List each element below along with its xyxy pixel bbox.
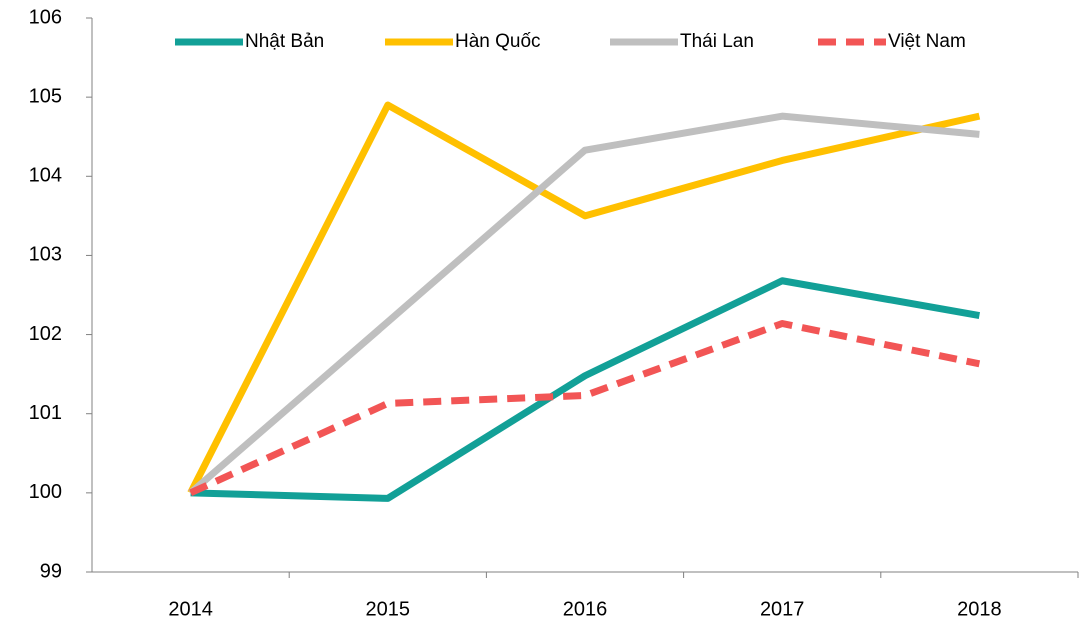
series-line: [189, 319, 981, 497]
legend-label: Hàn Quốc: [455, 31, 541, 52]
x-tick-label: 2018: [957, 598, 1002, 620]
y-tick-label: 100: [29, 481, 62, 503]
x-tick-label: 2014: [168, 598, 213, 620]
y-tick-label: 104: [29, 165, 62, 187]
x-tick-label: 2016: [563, 598, 608, 620]
legend-label: Nhật Bản: [245, 31, 324, 52]
y-tick-label: 103: [29, 244, 62, 266]
series-line: [188, 112, 980, 496]
x-tick-label: 2017: [760, 598, 805, 620]
legend: Nhật Bản Hàn Quốc Thái Lan Việt Nam: [175, 31, 966, 52]
series-line: [187, 101, 981, 495]
x-tick-label: 2015: [366, 598, 411, 620]
y-tick-label: 99: [40, 560, 62, 582]
legend-label: Thái Lan: [680, 31, 754, 52]
y-tick-label: 106: [29, 6, 62, 28]
legend-label: Việt Nam: [888, 31, 966, 52]
y-tick-label: 101: [29, 402, 62, 424]
series-line: [190, 277, 981, 502]
y-tick-label: 102: [29, 323, 62, 345]
y-tick-label: 105: [29, 85, 62, 107]
